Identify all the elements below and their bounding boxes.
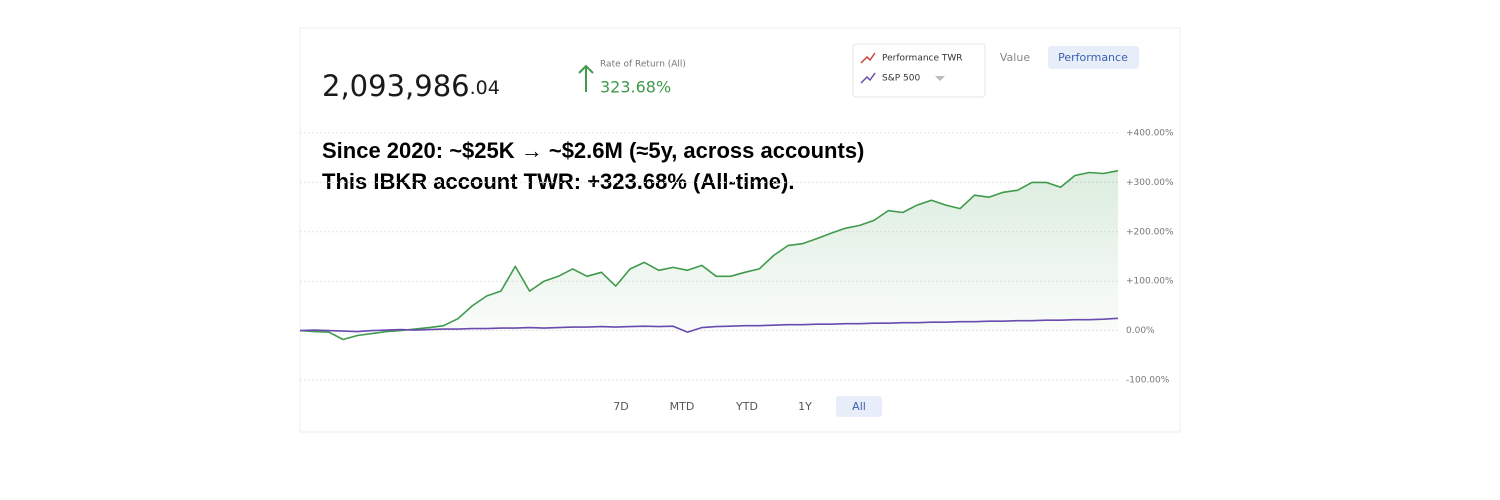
range-button[interactable]: 1Y	[798, 400, 812, 413]
legend-label[interactable]: S&P 500	[882, 74, 920, 84]
tab[interactable]: Performance	[1058, 51, 1128, 64]
range-button[interactable]: 7D	[613, 400, 628, 413]
annotation: This IBKR account TWR: +323.68% (All-tim…	[322, 169, 794, 194]
legend-label[interactable]: Performance TWR	[882, 54, 963, 64]
range-button[interactable]: All	[852, 400, 866, 413]
balance-cents: .04	[470, 77, 500, 99]
y-tick-label: -100.00%	[1126, 376, 1170, 386]
range-bg	[836, 396, 882, 417]
up-arrow	[578, 64, 594, 92]
rate-value: 323.68%	[600, 78, 671, 97]
y-tick-label: +400.00%	[1126, 129, 1174, 139]
legend-icon	[860, 72, 876, 84]
y-tick-label: 0.00%	[1126, 326, 1155, 336]
tab-bg	[1048, 46, 1139, 69]
range-button[interactable]: MTD	[670, 400, 695, 413]
dropdown-caret	[935, 76, 945, 81]
y-tick-label: +200.00%	[1126, 227, 1174, 237]
range-button[interactable]: YTD	[735, 400, 758, 413]
rate-label: Rate of Return (All)	[600, 60, 686, 70]
annotation: Since 2020: ~$25K → ~$2.6M (≈5y, across …	[322, 138, 864, 163]
y-tick-label: +100.00%	[1126, 277, 1174, 287]
y-tick-label: +300.00%	[1126, 178, 1174, 188]
legend-box	[852, 43, 986, 98]
legend-icon	[860, 52, 876, 64]
line	[299, 169, 1119, 341]
line	[299, 317, 1119, 333]
area	[300, 170, 1118, 340]
balance-main: 2,093,986	[322, 69, 470, 103]
balance: 2,093,986.04	[322, 69, 500, 103]
tab[interactable]: Value	[1000, 51, 1030, 64]
